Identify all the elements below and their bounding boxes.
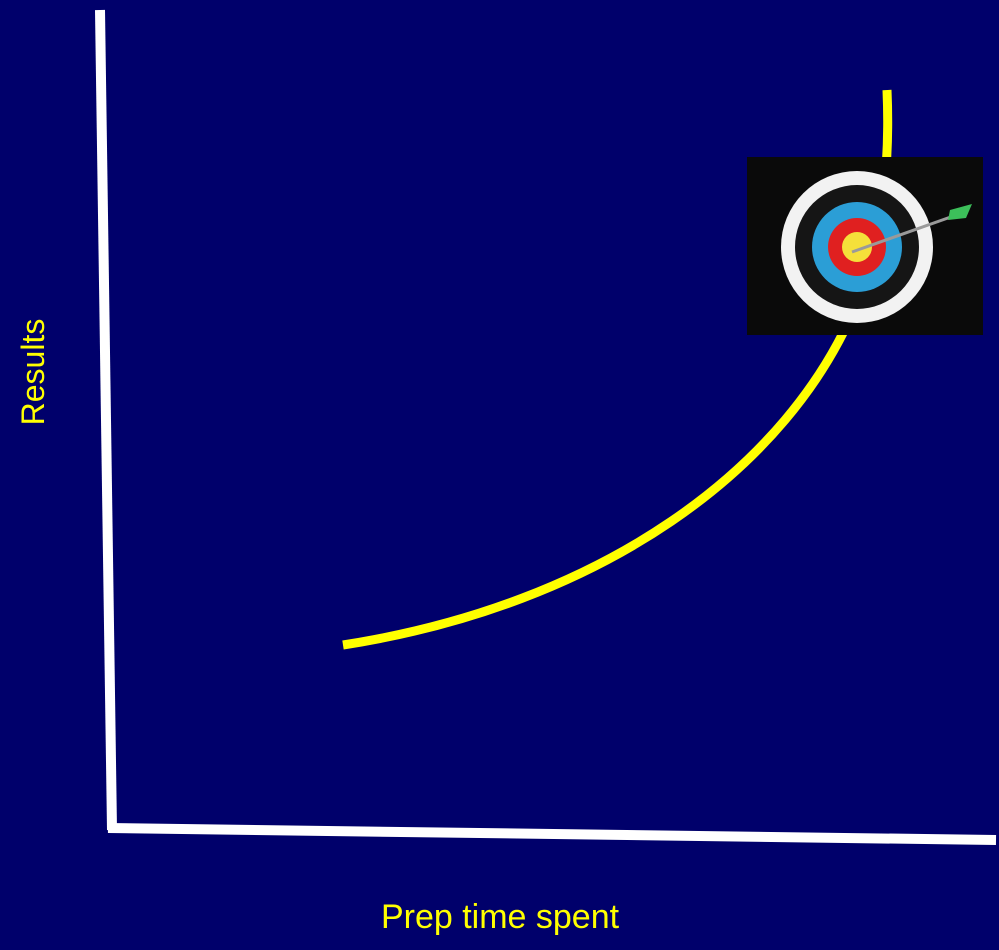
target-image [747,157,983,335]
diagram: Results Prep time spent [0,0,999,950]
background [0,0,999,950]
y-axis-label: Results [15,319,51,426]
x-axis-label: Prep time spent [381,898,620,936]
page: Results Prep time spent (() => { const d… [0,0,999,950]
